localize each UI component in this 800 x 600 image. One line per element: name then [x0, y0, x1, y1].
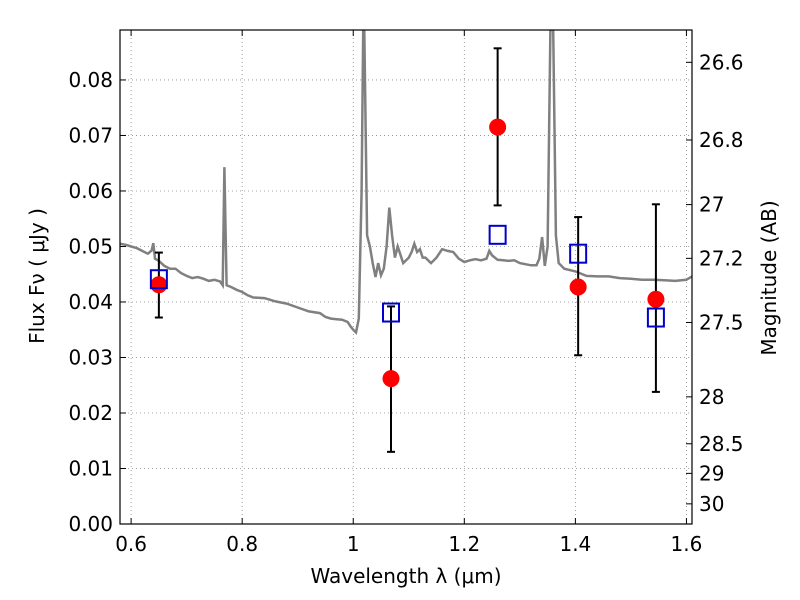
magnitude-tick-label: 26.6 — [699, 50, 744, 74]
x-tick-label: 0.6 — [115, 532, 147, 556]
synthetic-point — [488, 224, 507, 245]
y-tick-label: 0.08 — [68, 68, 113, 92]
x-tick-label: 1.4 — [559, 532, 591, 556]
magnitude-tick-label: 27 — [699, 193, 724, 217]
synthetic-point — [149, 269, 168, 290]
y-tick-label: 0.07 — [68, 123, 113, 147]
magnitude-tick-label: 26.8 — [699, 128, 744, 152]
y-tick-label: 0.03 — [68, 345, 113, 369]
magnitude-tick-label: 28.5 — [699, 432, 744, 456]
y-tick-label: 0.04 — [68, 290, 113, 314]
x-axis-label: Wavelength λ (μm) — [310, 564, 501, 588]
magnitude-tick-label: 27.5 — [699, 310, 744, 334]
x-tick-label: 1 — [347, 532, 360, 556]
magnitude-tick-label: 29 — [699, 461, 724, 485]
y-tick-label: 0.01 — [68, 456, 113, 480]
observed-point — [489, 118, 507, 136]
y-tick-label: 0.06 — [68, 179, 113, 203]
magnitude-tick-label: 30 — [699, 492, 724, 516]
synthetic-point — [646, 307, 665, 328]
model-spectrum — [120, 30, 692, 336]
x-tick-label: 1.6 — [671, 532, 703, 556]
observed-point — [569, 278, 587, 296]
observed-point — [382, 370, 400, 388]
y-tick-labels: 0.00 0.01 0.02 0.03 0.04 0.05 0.06 0.07 0.08 — [68, 68, 113, 536]
x-tick-label: 0.8 — [226, 532, 258, 556]
axis-ticks — [120, 30, 692, 525]
magnitude-tick-label: 27.2 — [699, 246, 744, 270]
synthetic-point — [569, 243, 588, 264]
synthetic-points — [149, 224, 665, 328]
spectrum-line — [120, 30, 692, 336]
magnitude-tick-labels: 26.6 26.8 27 27.2 27.5 28 28.5 29 30 — [699, 50, 744, 516]
y-axis-right-label: Magnitude (AB) — [757, 200, 781, 355]
y-tick-label: 0.05 — [68, 234, 113, 258]
y-tick-label: 0.00 — [68, 512, 113, 536]
synthetic-point — [382, 302, 401, 323]
x-tick-labels: 0.6 0.8 1 1.2 1.4 1.6 — [115, 532, 702, 556]
error-bars — [154, 47, 660, 453]
y-axis-label: Flux Fν ( μJy ) — [25, 208, 49, 344]
magnitude-tick-label: 28 — [699, 385, 724, 409]
observed-points — [150, 118, 665, 388]
x-tick-label: 1.2 — [448, 532, 480, 556]
y-tick-label: 0.02 — [68, 401, 113, 425]
plot-frame — [119, 29, 693, 525]
observed-point — [150, 276, 168, 294]
observed-point — [647, 290, 665, 308]
